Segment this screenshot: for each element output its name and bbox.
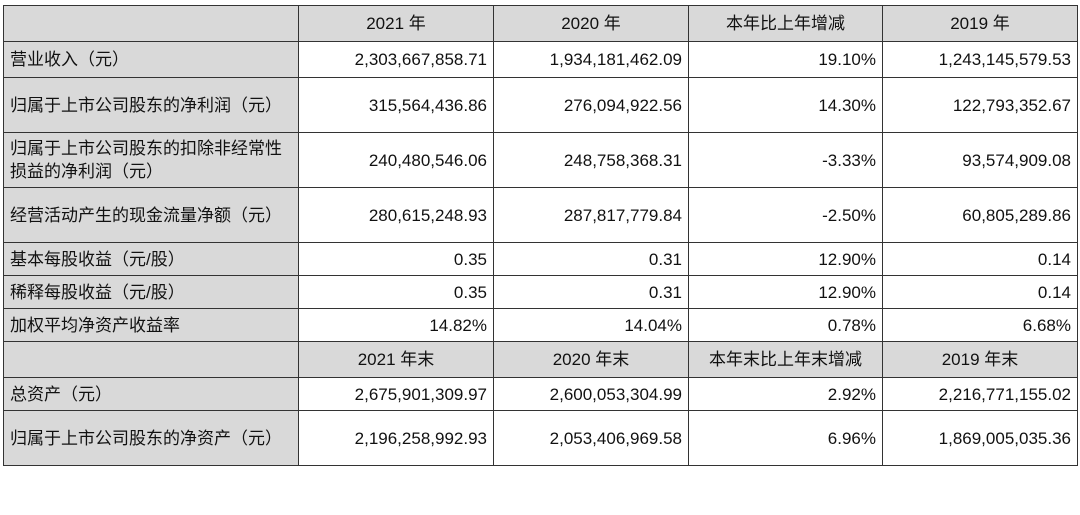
value-2019-end: 2,216,771,155.02	[882, 377, 1078, 411]
header-2020-end: 2020 年末	[493, 341, 689, 378]
row-label: 归属于上市公司股东的净资产（元）	[3, 410, 299, 466]
value-change: 19.10%	[688, 41, 883, 78]
value-change: 12.90%	[688, 275, 883, 309]
table-row-total-assets: 总资产（元） 2,675,901,309.97 2,600,053,304.99…	[3, 377, 1078, 411]
header-yoy-end-change: 本年末比上年末增减	[688, 341, 883, 378]
value-2020: 248,758,368.31	[493, 132, 689, 188]
value-2019: 0.14	[882, 242, 1078, 276]
table-row-net-profit-excl-nonrecurring: 归属于上市公司股东的扣除非经常性损益的净利润（元） 240,480,546.06…	[3, 132, 1078, 188]
table-row-operating-cash-flow: 经营活动产生的现金流量净额（元） 280,615,248.93 287,817,…	[3, 187, 1078, 243]
row-label: 基本每股收益（元/股）	[3, 242, 299, 276]
value-2019: 60,805,289.86	[882, 187, 1078, 243]
value-2021: 0.35	[298, 242, 494, 276]
value-2021: 280,615,248.93	[298, 187, 494, 243]
value-2020: 14.04%	[493, 308, 689, 342]
row-label: 总资产（元）	[3, 377, 299, 411]
value-2019: 1,243,145,579.53	[882, 41, 1078, 78]
value-2019: 122,793,352.67	[882, 77, 1078, 133]
value-change: 14.30%	[688, 77, 883, 133]
value-2019: 0.14	[882, 275, 1078, 309]
table-row-basic-eps: 基本每股收益（元/股） 0.35 0.31 12.90% 0.14	[3, 242, 1078, 276]
value-change: -2.50%	[688, 187, 883, 243]
value-2021: 14.82%	[298, 308, 494, 342]
value-2021: 0.35	[298, 275, 494, 309]
header-row-2: 2021 年末 2020 年末 本年末比上年末增减 2019 年末	[3, 341, 1078, 378]
header-2021-end: 2021 年末	[298, 341, 494, 378]
header-2019-end: 2019 年末	[882, 341, 1078, 378]
value-2019: 93,574,909.08	[882, 132, 1078, 188]
value-2021: 240,480,546.06	[298, 132, 494, 188]
table-row-net-assets: 归属于上市公司股东的净资产（元） 2,196,258,992.93 2,053,…	[3, 410, 1078, 466]
header-2021: 2021 年	[298, 5, 494, 42]
value-2021: 2,303,667,858.71	[298, 41, 494, 78]
row-label: 营业收入（元）	[3, 41, 299, 78]
value-change: 12.90%	[688, 242, 883, 276]
value-2020: 0.31	[493, 242, 689, 276]
row-label: 稀释每股收益（元/股）	[3, 275, 299, 309]
row-label: 经营活动产生的现金流量净额（元）	[3, 187, 299, 243]
header-2020: 2020 年	[493, 5, 689, 42]
value-2020: 0.31	[493, 275, 689, 309]
table-row-weighted-roe: 加权平均净资产收益率 14.82% 14.04% 0.78% 6.68%	[3, 308, 1078, 342]
value-change: -3.33%	[688, 132, 883, 188]
value-2019: 6.68%	[882, 308, 1078, 342]
header-blank-cell	[3, 341, 299, 378]
header-yoy-change: 本年比上年增减	[688, 5, 883, 42]
value-change: 0.78%	[688, 308, 883, 342]
value-2020: 287,817,779.84	[493, 187, 689, 243]
table-row-net-profit: 归属于上市公司股东的净利润（元） 315,564,436.86 276,094,…	[3, 77, 1078, 133]
value-2020: 276,094,922.56	[493, 77, 689, 133]
value-2020: 1,934,181,462.09	[493, 41, 689, 78]
header-row-1: 2021 年 2020 年 本年比上年增减 2019 年	[3, 5, 1078, 42]
value-2020-end: 2,053,406,969.58	[493, 410, 689, 466]
table-row-revenue: 营业收入（元） 2,303,667,858.71 1,934,181,462.0…	[3, 41, 1078, 78]
financial-summary-table: 2021 年 2020 年 本年比上年增减 2019 年 营业收入（元） 2,3…	[3, 5, 1078, 466]
row-label: 归属于上市公司股东的净利润（元）	[3, 77, 299, 133]
value-2019-end: 1,869,005,035.36	[882, 410, 1078, 466]
value-2021: 315,564,436.86	[298, 77, 494, 133]
value-change: 6.96%	[688, 410, 883, 466]
value-2021-end: 2,675,901,309.97	[298, 377, 494, 411]
header-2019: 2019 年	[882, 5, 1078, 42]
table-row-diluted-eps: 稀释每股收益（元/股） 0.35 0.31 12.90% 0.14	[3, 275, 1078, 309]
value-change: 2.92%	[688, 377, 883, 411]
header-blank-cell	[3, 5, 299, 42]
value-2020-end: 2,600,053,304.99	[493, 377, 689, 411]
row-label: 归属于上市公司股东的扣除非经常性损益的净利润（元）	[3, 132, 299, 188]
value-2021-end: 2,196,258,992.93	[298, 410, 494, 466]
row-label: 加权平均净资产收益率	[3, 308, 299, 342]
